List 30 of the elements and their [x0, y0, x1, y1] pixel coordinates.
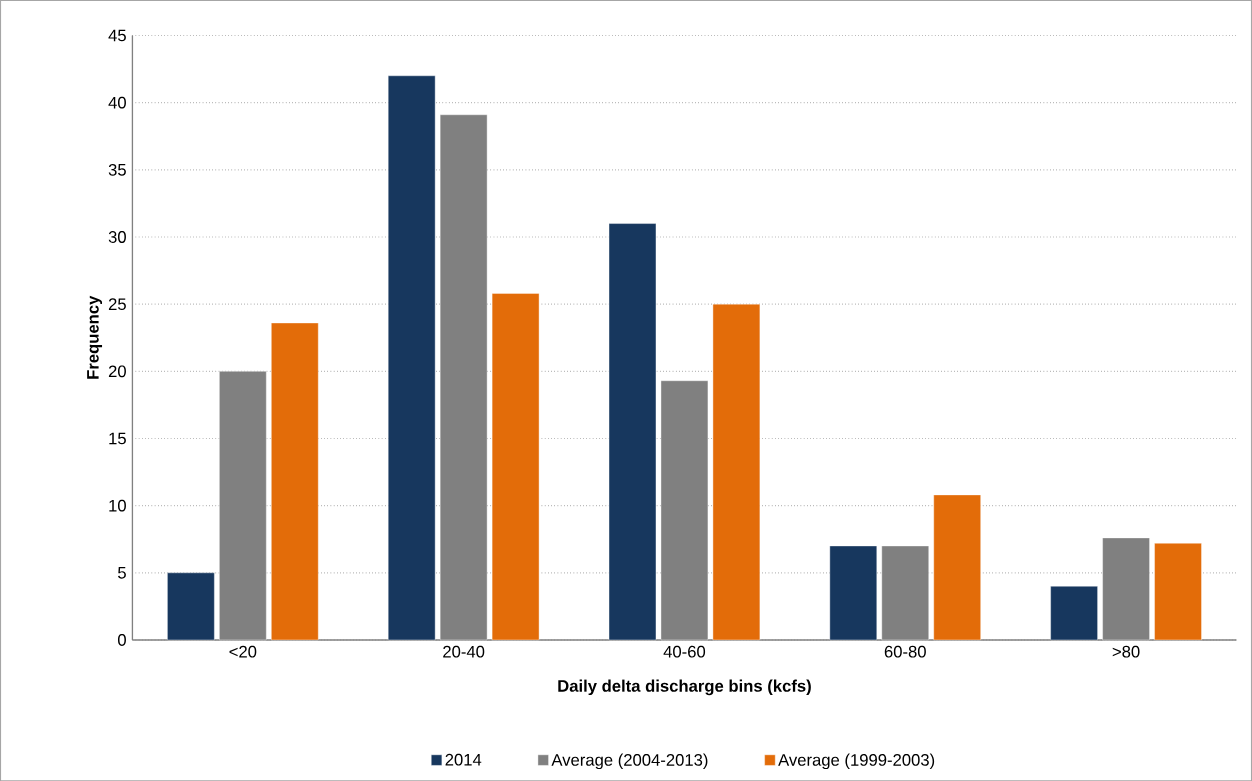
bar: [1154, 542, 1202, 640]
legend-label: Average (1999-2003): [778, 753, 935, 769]
y-tick-label: 45: [108, 29, 126, 42]
bar: [167, 572, 215, 640]
y-tick-label: 25: [108, 298, 126, 310]
bar: [829, 545, 877, 640]
x-axis-title: Daily delta discharge bins (kcfs): [558, 679, 811, 696]
y-tick-label: 40: [108, 96, 126, 109]
bar: [1050, 585, 1098, 640]
bar: [712, 303, 761, 640]
x-tick-label: 40-60: [663, 645, 706, 658]
y-tick-label: 30: [108, 230, 126, 243]
bar: [933, 494, 981, 640]
x-tick-label: <20: [229, 645, 257, 658]
legend-label: 2014: [445, 753, 482, 766]
x-tick-label: >80: [1112, 645, 1140, 658]
y-tick-label: 35: [108, 163, 126, 176]
bar: [388, 75, 436, 640]
y-tick-label: 15: [109, 432, 126, 445]
bar: [608, 223, 657, 640]
bar: [491, 293, 540, 640]
x-tick-label: 60-80: [884, 645, 926, 658]
y-tick-label: 10: [109, 499, 126, 512]
x-tick-label: 20-40: [443, 645, 485, 658]
bar: [271, 322, 319, 640]
legend-label: Average (2004-2013): [551, 753, 708, 769]
y-tick-label: 0: [118, 633, 126, 646]
y-tick-label: 20: [108, 365, 126, 378]
y-axis-title: Frequency: [87, 295, 103, 379]
y-tick-label: 5: [118, 566, 126, 579]
